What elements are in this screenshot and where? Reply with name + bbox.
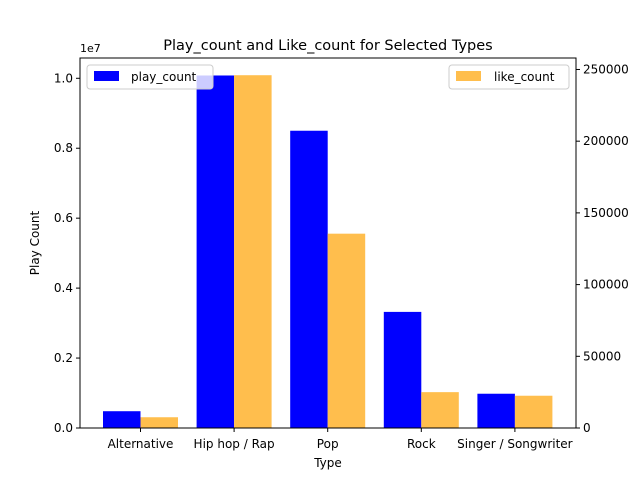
x-tick-label: Alternative	[108, 437, 174, 451]
legend-right: like_count	[448, 64, 570, 90]
y-right-tick-label: 0	[583, 421, 591, 435]
bar-play-count-3	[383, 311, 422, 428]
y-left-tick-label: 0.8	[54, 141, 73, 155]
y-left-tick-label: 0.0	[54, 421, 73, 435]
y-left-tick-label: 0.2	[54, 351, 73, 365]
bars-layer	[103, 75, 553, 429]
ticks-layer: Alternative Hip hop / Rap Pop Rock Singer / …	[54, 62, 629, 451]
legend-play-count-label: play_count	[131, 70, 197, 84]
legend-left: play_count	[86, 64, 214, 90]
x-tick-label: Rock	[407, 437, 436, 451]
x-tick-label: Singer / Songwriter	[457, 437, 573, 451]
y-right-tick-label: 150000	[583, 206, 629, 220]
y-right-tick-label: 200000	[583, 134, 629, 148]
legend-like-count-label: like_count	[494, 70, 555, 84]
legend-like-count-swatch	[456, 71, 481, 81]
bar-play-count-0	[103, 411, 141, 428]
y-right-tick-label: 50000	[583, 349, 621, 363]
bar-like-count-1	[234, 75, 272, 429]
bar-like-count-2	[327, 233, 366, 428]
plot-frame	[79, 57, 577, 429]
y-right-tick-label: 100000	[583, 278, 629, 292]
chart-title: Play_count and Like_count for Selected T…	[163, 38, 492, 54]
legend-play-count-swatch	[94, 71, 119, 81]
left-axis-offset-label: 1e7	[80, 42, 101, 55]
y-left-tick-label: 0.6	[54, 211, 73, 225]
bar-play-count-2	[290, 130, 328, 428]
bar-play-count-1	[196, 75, 235, 428]
bar-like-count-0	[140, 417, 178, 428]
y-left-tick-label: 0.4	[54, 281, 73, 295]
x-tick-label: Hip hop / Rap	[194, 437, 275, 451]
bar-play-count-4	[477, 393, 515, 428]
bar-like-count-3	[421, 392, 459, 428]
x-axis-label: Type	[313, 456, 342, 470]
y-axis-left-label: Play Count	[28, 210, 42, 275]
bar-like-count-4	[514, 395, 553, 428]
x-tick-label: Pop	[317, 437, 339, 451]
y-right-tick-label: 250000	[583, 62, 629, 76]
y-left-tick-label: 1.0	[54, 71, 73, 85]
